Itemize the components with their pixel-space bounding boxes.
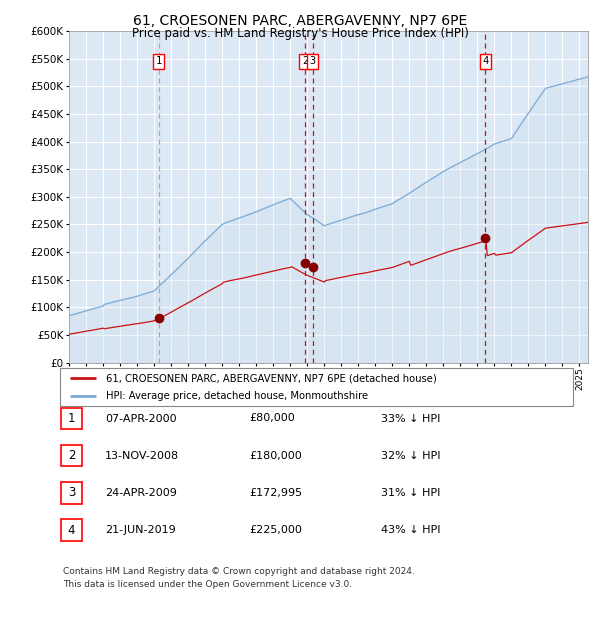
Text: 24-APR-2009: 24-APR-2009 bbox=[105, 488, 177, 498]
Text: £172,995: £172,995 bbox=[249, 488, 302, 498]
Text: 32% ↓ HPI: 32% ↓ HPI bbox=[381, 451, 440, 461]
Text: 61, CROESONEN PARC, ABERGAVENNY, NP7 6PE (detached house): 61, CROESONEN PARC, ABERGAVENNY, NP7 6PE… bbox=[106, 373, 437, 383]
Text: £225,000: £225,000 bbox=[249, 525, 302, 535]
Text: Price paid vs. HM Land Registry's House Price Index (HPI): Price paid vs. HM Land Registry's House … bbox=[131, 27, 469, 40]
Text: 4: 4 bbox=[482, 56, 488, 66]
Text: 61, CROESONEN PARC, ABERGAVENNY, NP7 6PE: 61, CROESONEN PARC, ABERGAVENNY, NP7 6PE bbox=[133, 14, 467, 28]
Text: £80,000: £80,000 bbox=[249, 414, 295, 423]
Text: 43% ↓ HPI: 43% ↓ HPI bbox=[381, 525, 440, 535]
Text: 3: 3 bbox=[310, 56, 316, 66]
Text: Contains HM Land Registry data © Crown copyright and database right 2024.
This d: Contains HM Land Registry data © Crown c… bbox=[63, 567, 415, 589]
Text: HPI: Average price, detached house, Monmouthshire: HPI: Average price, detached house, Monm… bbox=[106, 391, 368, 402]
Text: 2: 2 bbox=[68, 450, 75, 462]
Text: 21-JUN-2019: 21-JUN-2019 bbox=[105, 525, 176, 535]
Text: 31% ↓ HPI: 31% ↓ HPI bbox=[381, 488, 440, 498]
Text: 1: 1 bbox=[155, 56, 162, 66]
Text: 3: 3 bbox=[68, 487, 75, 499]
Text: 33% ↓ HPI: 33% ↓ HPI bbox=[381, 414, 440, 423]
Text: 1: 1 bbox=[68, 412, 75, 425]
Text: 07-APR-2000: 07-APR-2000 bbox=[105, 414, 176, 423]
Text: £180,000: £180,000 bbox=[249, 451, 302, 461]
Text: 4: 4 bbox=[68, 524, 75, 536]
Text: 13-NOV-2008: 13-NOV-2008 bbox=[105, 451, 179, 461]
Text: 2: 2 bbox=[302, 56, 308, 66]
